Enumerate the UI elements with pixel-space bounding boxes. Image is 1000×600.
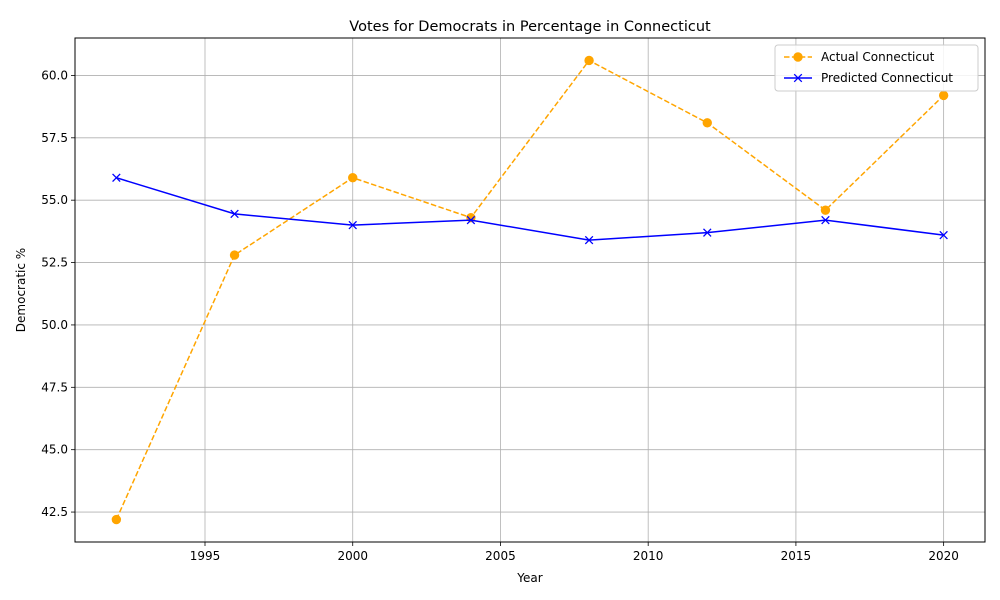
data-point bbox=[229, 250, 240, 260]
data-point bbox=[230, 209, 239, 219]
y-tick-label: 42.5 bbox=[41, 505, 68, 519]
data-point bbox=[348, 173, 358, 183]
x-tick-label: 2010 bbox=[633, 549, 664, 563]
x-tick-label: 2015 bbox=[781, 549, 812, 563]
y-tick-label: 50.0 bbox=[41, 318, 68, 332]
y-axis: 42.5 45.0 47.5 50.0 52.5 55.0 57.5 60.0 bbox=[41, 68, 75, 519]
series-line bbox=[115, 59, 945, 520]
y-tick-label: 52.5 bbox=[41, 256, 68, 270]
x-tick-label: 1995 bbox=[190, 549, 221, 563]
grid-lines bbox=[75, 38, 985, 542]
x-tick-label: 2005 bbox=[485, 549, 516, 563]
data-point bbox=[820, 205, 831, 215]
plot-frame bbox=[74, 37, 986, 543]
series-actual bbox=[111, 55, 949, 525]
y-axis-label: Democratic % bbox=[14, 248, 28, 332]
data-point bbox=[939, 230, 948, 240]
y-tick-label: 45.0 bbox=[41, 443, 68, 457]
x-tick-label: 2000 bbox=[337, 549, 368, 563]
legend-entry: Actual Connecticut bbox=[784, 50, 935, 64]
data-point bbox=[584, 55, 594, 66]
legend-label: Actual Connecticut bbox=[821, 50, 935, 64]
series-layer bbox=[111, 55, 949, 525]
data-point bbox=[821, 215, 830, 225]
series-line bbox=[116, 177, 944, 241]
y-tick-label: 47.5 bbox=[41, 380, 68, 394]
y-tick-label: 60.0 bbox=[41, 68, 68, 82]
legend-box bbox=[774, 44, 979, 92]
legend-marker bbox=[793, 73, 803, 83]
data-point bbox=[111, 514, 122, 525]
data-point bbox=[348, 220, 357, 230]
x-tick-label: 2020 bbox=[928, 549, 959, 563]
data-point bbox=[584, 235, 594, 245]
data-point bbox=[938, 90, 949, 101]
data-point bbox=[112, 173, 121, 182]
x-axis: 1995 2000 2005 2010 2015 2020 bbox=[190, 542, 959, 563]
x-axis-label: Year bbox=[516, 571, 542, 585]
data-point bbox=[703, 228, 712, 237]
legend: Actual Connecticut Predicted Connecticut bbox=[774, 44, 979, 92]
chart-title: Votes for Democrats in Percentage in Con… bbox=[349, 19, 711, 35]
y-tick-label: 57.5 bbox=[41, 131, 68, 145]
legend-marker bbox=[793, 52, 803, 62]
legend-entry: Predicted Connecticut bbox=[784, 71, 953, 85]
series-predicted bbox=[112, 173, 948, 245]
y-tick-label: 55.0 bbox=[41, 193, 68, 207]
data-point bbox=[702, 118, 712, 128]
data-point bbox=[466, 215, 476, 225]
legend-label: Predicted Connecticut bbox=[821, 71, 953, 85]
